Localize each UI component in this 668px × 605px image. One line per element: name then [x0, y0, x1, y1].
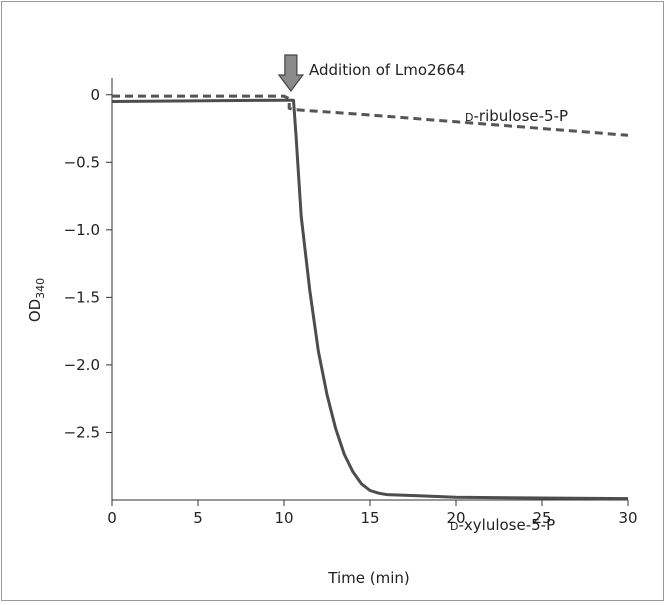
annotation-arrow-icon [277, 54, 305, 92]
y-tick-label: −0.5 [64, 153, 100, 171]
x-tick-label: 30 [618, 509, 637, 527]
series-label-ribulose: D-ribulose-5-P [465, 107, 568, 125]
x-tick-label: 10 [274, 509, 293, 527]
axes: 0 5 10 15 20 25 30 0 −0.5 −1.0 −1.5 −2.0 −2.5 [64, 78, 638, 527]
y-tick-label: −1.5 [64, 288, 100, 306]
y-tick-label: −2.0 [64, 356, 100, 374]
y-axis-title-subscript: 340 [34, 278, 47, 299]
series-label-ribulose-rest: -ribulose-5-P [473, 107, 568, 125]
y-tick-label: −2.5 [64, 423, 100, 441]
x-tick-label: 15 [360, 509, 379, 527]
x-tick-label: 0 [107, 509, 117, 527]
series-label-xylulose-prefix: D [450, 520, 458, 533]
annotation-layer [277, 54, 305, 92]
annotation-label: Addition of Lmo2664 [309, 61, 465, 79]
series-layer [111, 94, 629, 501]
series-line-ribulose [112, 94, 629, 137]
y-axis-title: OD340 [26, 278, 47, 322]
series-label-xylulose: D-xylulose-5-P [450, 516, 555, 534]
series-label-ribulose-prefix: D [465, 111, 473, 124]
x-tick-label: 5 [193, 509, 203, 527]
y-axis-title-main: OD [26, 299, 44, 322]
y-tick-label: −1.0 [64, 221, 100, 239]
x-tick-label: 20 [446, 509, 465, 527]
series-label-xylulose-rest: -xylulose-5-P [458, 516, 555, 534]
y-tick-label: 0 [90, 86, 100, 104]
x-tick-label: 25 [532, 509, 551, 527]
x-axis-title: Time (min) [327, 569, 409, 587]
series-line-xylulose [111, 98, 629, 501]
